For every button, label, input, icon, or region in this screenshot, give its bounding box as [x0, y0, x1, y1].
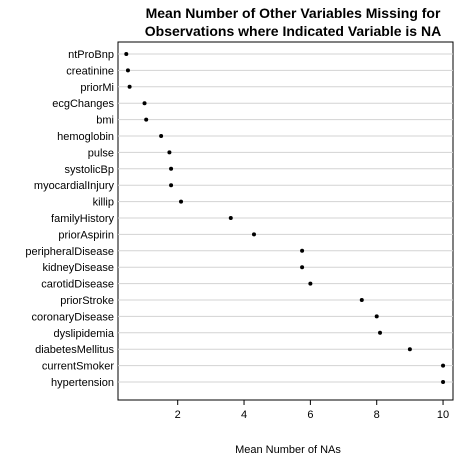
grid-lines [118, 53, 453, 383]
plot-frame [117, 41, 454, 401]
data-points [124, 52, 446, 384]
chart-title-line-1: Mean Number of Other Variables Missing f… [146, 5, 441, 21]
category-label: pulse [88, 147, 114, 159]
category-label: dyslipidemia [53, 328, 114, 340]
category-label: hemoglobin [57, 131, 114, 143]
category-label: currentSmoker [42, 361, 114, 373]
category-label: ecgChanges [52, 98, 114, 110]
category-label: kidneyDisease [42, 262, 114, 274]
x-tick-label: 2 [175, 409, 181, 421]
x-tick-label: 4 [241, 409, 247, 421]
category-label: priorStroke [60, 295, 114, 307]
data-point [124, 52, 129, 56]
data-point [441, 363, 446, 368]
data-point [441, 380, 446, 384]
data-point [407, 347, 412, 352]
category-label: myocardialInjury [34, 180, 115, 192]
category-label: priorAspirin [58, 229, 114, 241]
x-tick-label: 10 [437, 409, 449, 421]
data-point [300, 265, 305, 270]
data-point [228, 216, 233, 220]
data-point [251, 232, 256, 237]
data-point [378, 330, 383, 335]
category-label: creatinine [66, 65, 114, 77]
data-point [127, 84, 132, 89]
category-label: hypertension [51, 377, 114, 389]
data-point [300, 248, 305, 253]
chart-title-line-2: Observations where Indicated Variable is… [145, 23, 441, 39]
category-label: bmi [96, 115, 114, 127]
data-point [167, 150, 172, 155]
data-point [142, 101, 147, 106]
category-label: killip [93, 197, 114, 209]
data-point [308, 281, 313, 286]
category-label: systolicBp [64, 164, 114, 176]
category-labels: ntProBnp creatinine priorMi ecgChanges bmi he… [25, 49, 115, 389]
data-point [169, 166, 174, 171]
category-label: diabetesMellitus [35, 344, 114, 356]
data-point [359, 298, 364, 302]
category-label: carotidDisease [41, 279, 114, 291]
category-label: familyHistory [51, 213, 114, 225]
category-label: coronaryDisease [31, 311, 114, 323]
x-tick-label: 6 [307, 409, 313, 421]
data-point [144, 117, 149, 122]
category-label: peripheralDisease [25, 246, 114, 258]
x-axis-label: Mean Number of NAs [235, 444, 341, 456]
category-label: priorMi [80, 82, 114, 94]
data-point [125, 68, 130, 73]
data-point [374, 314, 379, 319]
category-label: ntProBnp [68, 49, 114, 61]
x-tick-label: 8 [374, 409, 380, 421]
data-point [159, 134, 164, 138]
x-axis: 2 4 6 8 10 [175, 400, 449, 421]
data-point [179, 199, 184, 204]
data-point [169, 183, 174, 188]
